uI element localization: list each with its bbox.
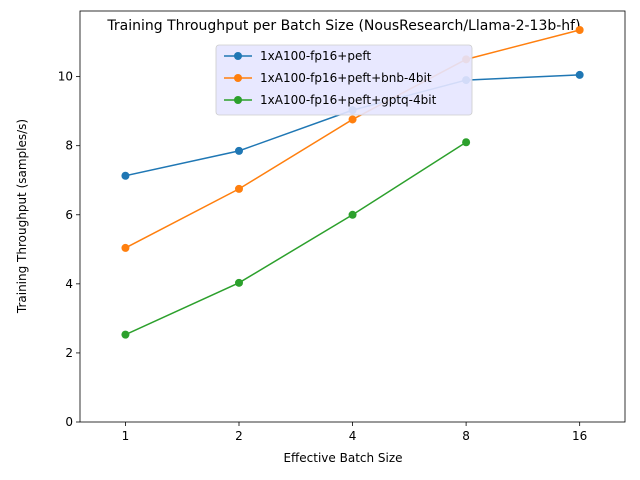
data-point (462, 138, 471, 147)
y-tick-label: 4 (65, 277, 73, 291)
data-point (121, 243, 130, 252)
legend-marker (234, 52, 242, 60)
legend-marker (234, 74, 242, 82)
x-tick-label: 16 (572, 429, 587, 443)
data-point (121, 330, 130, 339)
x-tick-label: 1 (122, 429, 130, 443)
series-3 (121, 138, 471, 339)
data-point (234, 278, 243, 287)
y-tick-label: 8 (65, 139, 73, 153)
y-tick-label: 0 (65, 415, 73, 429)
legend-marker (234, 96, 242, 104)
x-axis: 1 2 4 8 16 (122, 422, 587, 443)
data-point (234, 146, 243, 155)
legend-item: 1xA100-fp16+peft+gptq-4bit (224, 93, 437, 107)
legend: 1xA100-fp16+peft 1xA100-fp16+peft+bnb-4bi… (215, 44, 473, 116)
x-tick-label: 8 (462, 429, 470, 443)
data-point (575, 70, 584, 79)
x-tick-label: 4 (349, 429, 357, 443)
x-axis-label: Effective Batch Size (283, 451, 402, 465)
data-point (348, 115, 357, 124)
y-axis-label: Training Throughput (samples/s) (15, 119, 29, 314)
legend-item: 1xA100-fp16+peft+bnb-4bit (224, 71, 432, 85)
y-tick-label: 2 (65, 346, 73, 360)
legend-label: 1xA100-fp16+peft+bnb-4bit (260, 71, 432, 85)
data-point (575, 25, 584, 34)
data-point (348, 210, 357, 219)
x-tick-label: 2 (235, 429, 243, 443)
series-line (125, 141, 467, 336)
chart-title: Training Throughput per Batch Size (Nous… (106, 18, 580, 34)
legend-label: 1xA100-fp16+peft (260, 49, 371, 63)
legend-box (215, 44, 473, 116)
data-point (121, 171, 130, 180)
y-axis: 0 2 4 6 8 10 (58, 70, 80, 429)
y-tick-label: 6 (65, 208, 73, 222)
data-point (234, 184, 243, 193)
legend-label: 1xA100-fp16+peft+gptq-4bit (260, 93, 437, 107)
legend-item: 1xA100-fp16+peft (224, 49, 371, 63)
y-tick-label: 10 (58, 70, 73, 84)
